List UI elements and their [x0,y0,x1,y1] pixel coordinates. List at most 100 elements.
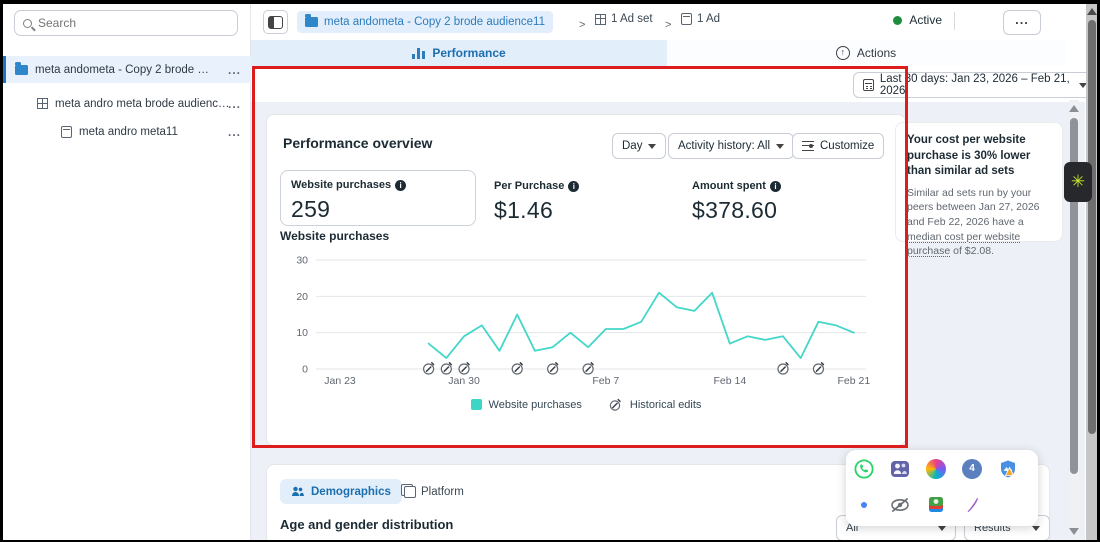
inner-scrollbar-thumb[interactable] [1070,118,1078,474]
tip-body-text: of $2.08. [950,245,994,258]
chevron-right-separator: > [665,19,672,31]
bar-chart-icon [412,47,426,59]
chevron-down-icon [1032,525,1040,531]
svg-text:Jan 30: Jan 30 [448,375,480,387]
breadcrumb-ad[interactable]: 1 Ad [681,13,720,25]
sidebar: meta andometa - Copy 2 brode audienc... … [3,4,251,540]
chevron-down-icon [776,143,785,149]
info-icon[interactable] [568,180,580,192]
teal-square-swatch-icon [470,399,482,410]
metric-label: Per Purchase [494,180,565,192]
metric-value: $378.60 [692,197,778,223]
circle-arrow-up-icon [835,46,850,60]
activity-history-dropdown[interactable]: Activity history: All [668,133,795,159]
browser-scrollbar-thumb[interactable] [1087,20,1096,434]
tab-label: Actions [856,46,897,60]
adset-more-button[interactable]: ... [227,96,241,111]
metric-per-purchase[interactable]: Per Purchase $1.46 [484,171,589,233]
layers-icon [401,483,416,499]
more-options-button[interactable]: ... [1003,10,1041,35]
tab-demographics[interactable]: Demographics [280,479,402,504]
svg-text:Feb 7: Feb 7 [592,375,619,387]
scroll-up-arrow-icon[interactable] [1086,8,1097,15]
metric-label: Website purchases [291,179,392,191]
photos-warning-icon[interactable]: ! [998,459,1018,479]
date-range-button[interactable]: Last 30 days: Jan 23, 2026 – Feb 21, 202… [853,72,1097,98]
campaign-folder-icon [15,61,28,75]
top-bar: meta andometa - Copy 2 brode audience11 … [149,4,1097,40]
tab-platform[interactable]: Platform [389,479,475,504]
sidebar-item-label: meta andometa - Copy 2 brode audienc... [35,63,211,76]
sidebar-item-campaign[interactable]: meta andometa - Copy 2 brode audienc... … [3,56,251,83]
performance-overview-card: Performance overview Day Activity histor… [266,114,906,446]
svg-text:30: 30 [296,255,308,267]
breadcrumb-label: meta andometa - Copy 2 brode audience11 [324,16,545,28]
svg-text:10: 10 [296,327,308,339]
section-heading: Age and gender distribution [280,517,454,532]
customize-label: Customize [820,140,875,152]
search-icon [23,18,32,28]
search-input[interactable] [38,16,208,30]
card-title: Performance overview [283,135,433,151]
tip-heading: Your cost per website purchase is 30% lo… [907,134,1031,178]
tab-label: Demographics [311,485,391,498]
breadcrumb-label: 1 Ad set [611,13,653,25]
performance-chart[interactable]: 0 10 20 30 Jan 23 Jan 30 Feb 7 Feb 14 Feb 21 [274,249,882,391]
copilot-icon[interactable] [926,459,946,479]
sidebar-item-ad[interactable]: meta andro meta11 ... [3,118,251,145]
status-label: Active [909,13,942,27]
tab-actions[interactable]: Actions [667,40,1065,66]
extension-asterisk-icon[interactable] [1064,162,1092,202]
legend-label: Historical edits [629,398,702,411]
svg-text:Feb 21: Feb 21 [838,375,871,387]
pencil-circle-icon [609,398,621,411]
interval-value: Day [622,140,643,152]
hidden-icons-icon[interactable] [890,495,910,515]
pen-icon[interactable] [962,495,982,515]
customize-icon [802,141,814,151]
breadcrumb-adset[interactable]: 1 Ad set [595,13,653,25]
scroll-up-arrow-icon[interactable] [1069,105,1079,112]
svg-text:!: ! [1011,472,1013,478]
metric-amount-spent[interactable]: Amount spent $378.60 [682,171,791,233]
chart-heading: Website purchases [280,229,390,243]
chevron-down-icon [648,143,657,149]
activity-value: Activity history: All [678,140,771,152]
sidebar-item-adset[interactable]: meta andro meta brode audience111 ... [3,90,251,117]
ms-teams-icon[interactable] [890,459,910,479]
tab-label: Performance [432,46,506,60]
ad-page-icon [681,13,692,25]
recommendation-card: Your cost per website purchase is 30% lo… [895,122,1063,257]
chevron-down-icon [938,525,946,531]
toggle-sidebar-button[interactable] [263,10,288,34]
sidebar-panel-icon [268,15,283,29]
campaign-more-button[interactable]: ... [227,62,241,77]
chat-app-icon[interactable]: 4 [962,459,982,479]
interval-dropdown[interactable]: Day [612,133,667,159]
breadcrumb-campaign[interactable]: meta andometa - Copy 2 brode audience11 [297,11,553,33]
ad-page-icon [61,125,72,138]
metric-website-purchases[interactable]: Website purchases 259 [280,170,476,226]
customize-button[interactable]: Customize [792,133,885,159]
info-icon[interactable] [395,179,407,191]
metric-label: Amount spent [692,180,766,192]
tip-body-link[interactable]: median cost per website purchase [907,230,1021,258]
svg-text:Jan 23: Jan 23 [324,375,356,387]
bluestacks-icon[interactable] [926,495,946,515]
metric-value: 259 [291,196,331,222]
breadcrumb: > [579,15,585,33]
tab-performance[interactable]: Performance [251,40,667,66]
ad-more-button[interactable]: ... [227,124,241,139]
whatsapp-icon[interactable] [854,459,874,479]
chevron-right-separator: > [579,19,586,31]
info-icon[interactable] [769,180,781,192]
chart-legend: Website purchases Historical edits [267,397,905,412]
chat-badge-count: 4 [969,463,975,474]
tip-body-text: Similar ad sets run by your peers betwee… [907,186,1040,228]
search-box[interactable] [14,10,238,36]
svg-text:20: 20 [296,291,308,303]
active-status-dot-icon [893,15,903,25]
legend-website-purchases: Website purchases [470,399,582,411]
scroll-down-arrow-icon[interactable] [1069,528,1079,535]
